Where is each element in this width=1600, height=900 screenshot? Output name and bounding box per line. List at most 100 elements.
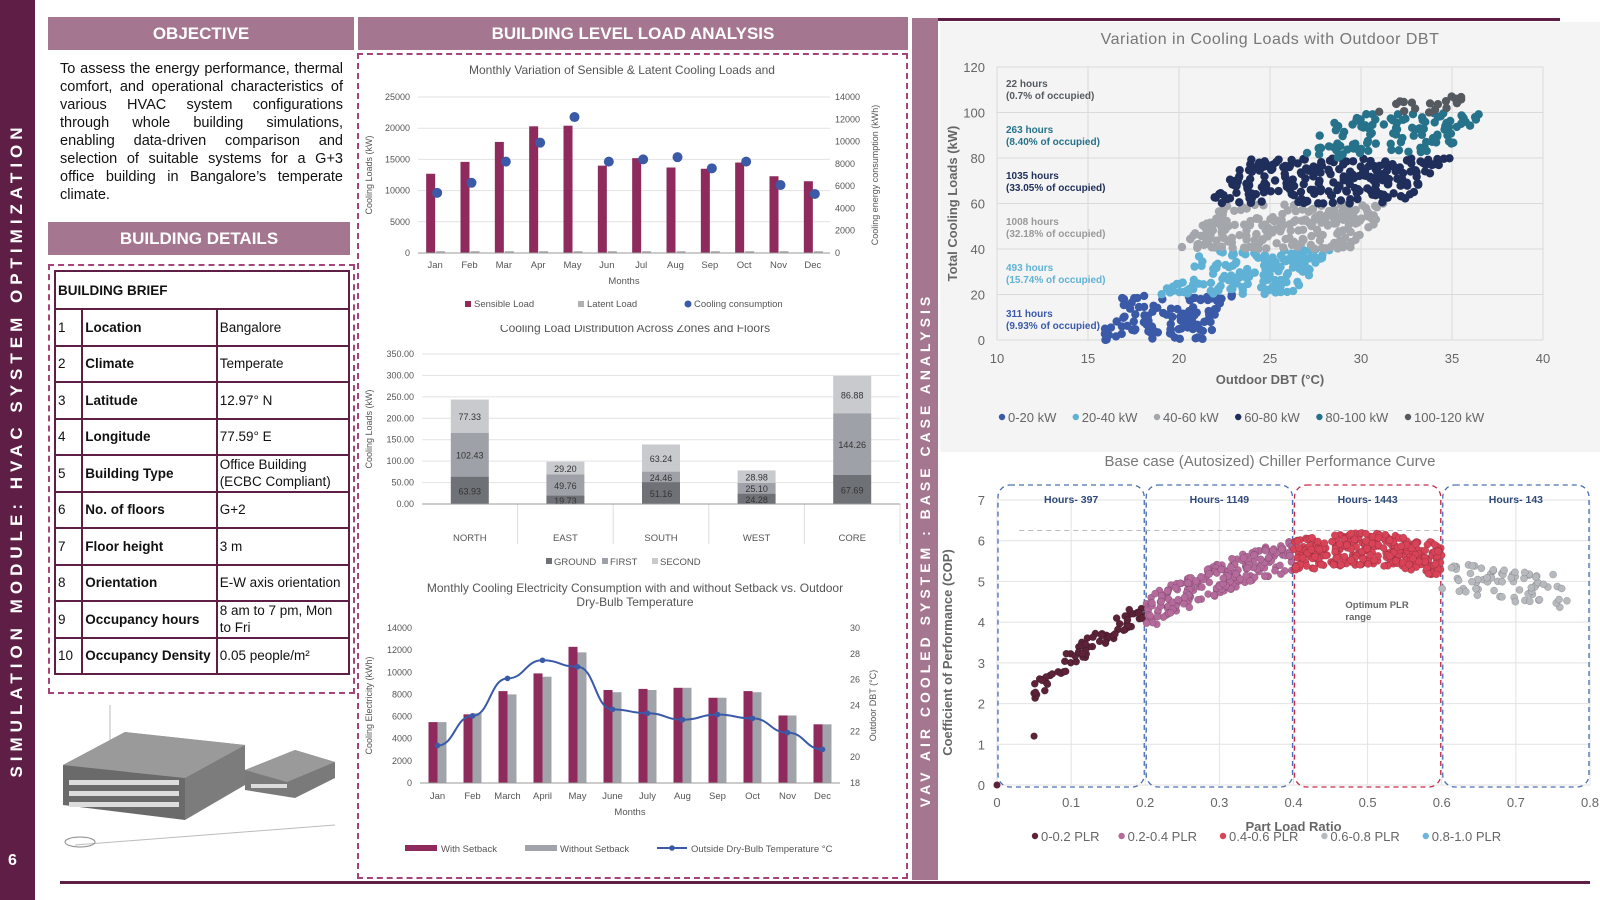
bar-latent <box>607 251 617 253</box>
legend-swatch <box>405 845 437 851</box>
scatter-point <box>1223 237 1233 246</box>
scatter-point <box>1342 186 1351 195</box>
scatter-point <box>1289 217 1298 227</box>
scatter-point <box>1179 287 1188 297</box>
legend-swatch <box>1316 413 1323 421</box>
x-tick-label: Jan <box>428 260 443 271</box>
point-consumption <box>535 137 546 148</box>
scatter-point <box>1507 573 1516 582</box>
scatter-point <box>1216 221 1226 231</box>
bar-without-setback <box>542 676 552 783</box>
scatter-point <box>1285 180 1294 189</box>
scatter-point <box>1329 238 1339 248</box>
chiller-curve-chart: Base case (Autosized) Chiller Performanc… <box>940 455 1599 844</box>
scatter-point <box>1348 157 1358 166</box>
scatter-point <box>1185 319 1194 328</box>
scatter-point <box>1456 92 1466 102</box>
scatter-point <box>1112 317 1121 326</box>
region-label: Hours- 1149 <box>1190 494 1250 506</box>
scatter-point <box>1239 554 1248 562</box>
monthly-loads-chart: Monthly Variation of Sensible & Latent C… <box>364 63 880 310</box>
scatter-point <box>1219 574 1228 583</box>
bar-with-setback <box>673 687 683 783</box>
bar-without-setback <box>507 694 517 783</box>
scatter-point <box>1060 657 1069 666</box>
scatter-point <box>1355 148 1365 158</box>
scatter-point <box>1379 544 1388 552</box>
scatter-point <box>1563 596 1571 605</box>
brief-row-number: 1 <box>53 308 84 347</box>
scatter-point <box>1339 174 1349 184</box>
scatter-point <box>1276 561 1284 570</box>
scatter-point <box>1166 609 1175 617</box>
x-tick-label: Oct <box>737 260 752 271</box>
scatter-point <box>1386 552 1394 561</box>
sidebar-title: SIMULATION MODULE: HVAC SYSTEM OPTIMIZAT… <box>7 122 26 778</box>
cooling-vs-dbt-chart: Variation in Cooling Loads with Outdoor … <box>940 22 1600 452</box>
scatter-point <box>1346 216 1356 226</box>
stack-segment <box>450 432 489 477</box>
scatter-point <box>1531 573 1540 581</box>
x-tick-label: Sep <box>701 260 718 271</box>
y-tick-label: 10000 <box>387 667 412 677</box>
x-tick-label: June <box>602 791 623 802</box>
scatter-point <box>1370 556 1379 564</box>
scatter-point <box>1173 304 1182 314</box>
scatter-point <box>1368 110 1377 119</box>
y2-tick-label: 2000 <box>835 226 855 236</box>
scatter-point <box>1455 587 1464 596</box>
scatter-point <box>1243 564 1252 573</box>
scatter-point <box>1112 614 1121 622</box>
scatter-point <box>1171 583 1180 592</box>
y-tick-label: 300.00 <box>386 370 414 380</box>
scatter-point <box>1490 586 1498 595</box>
legend-label: Outside Dry-Bulb Temperature °C <box>691 844 833 855</box>
brief-title-row: BUILDING BRIEF <box>54 270 350 310</box>
building-massing-illustration <box>63 705 336 848</box>
bar-latent <box>470 251 480 253</box>
scatter-point <box>1119 313 1128 322</box>
legend-swatch <box>1219 832 1227 840</box>
chart-title: Base case (Autosized) Chiller Performanc… <box>1105 455 1436 470</box>
brief-row-label: Occupancy Density <box>81 636 218 675</box>
y-tick-label: 5000 <box>390 217 410 227</box>
x-tick-label: March <box>494 791 520 802</box>
scatter-point <box>1239 243 1249 252</box>
bar-latent <box>573 251 583 253</box>
bar-latent <box>436 251 446 253</box>
scatter-point <box>1279 220 1288 230</box>
scatter-point <box>1261 180 1271 190</box>
scatter-point <box>1038 676 1046 685</box>
legend-label: GROUND <box>554 557 596 568</box>
x-tick-label: Dec <box>804 260 821 271</box>
point-consumption <box>775 180 786 191</box>
scatter-point <box>1432 570 1441 579</box>
point-consumption <box>638 154 649 165</box>
x-tick-label: 35 <box>1445 351 1459 366</box>
scatter-point <box>1197 572 1205 581</box>
scatter-point <box>1362 529 1370 538</box>
scatter-point <box>1190 262 1199 271</box>
chart-title: Monthly Variation of Sensible & Latent C… <box>469 63 775 77</box>
scatter-point <box>1483 573 1491 582</box>
scatter-point <box>1363 136 1373 146</box>
y-tick-label: 120 <box>963 60 985 75</box>
scatter-point <box>1246 577 1254 585</box>
bar-latent <box>779 251 789 253</box>
scatter-point <box>1297 216 1306 226</box>
scatter-point <box>1343 224 1352 234</box>
building-details-frame <box>48 264 355 694</box>
chart-title: Variation in Cooling Loads with Outdoor … <box>1101 31 1440 48</box>
x-tick-label: CORE <box>838 533 865 544</box>
scatter-point <box>1427 160 1437 170</box>
bar-sensible <box>426 173 436 253</box>
bar-sensible <box>700 168 710 253</box>
scatter-point <box>1234 173 1243 183</box>
scatter-point <box>1139 317 1149 327</box>
bar-with-setback <box>533 673 543 783</box>
scatter-point <box>1431 560 1440 568</box>
objective-heading: OBJECTIVE <box>48 17 354 50</box>
point-consumption <box>500 156 511 167</box>
scatter-point <box>1228 261 1238 270</box>
scatter-point <box>1259 188 1269 197</box>
